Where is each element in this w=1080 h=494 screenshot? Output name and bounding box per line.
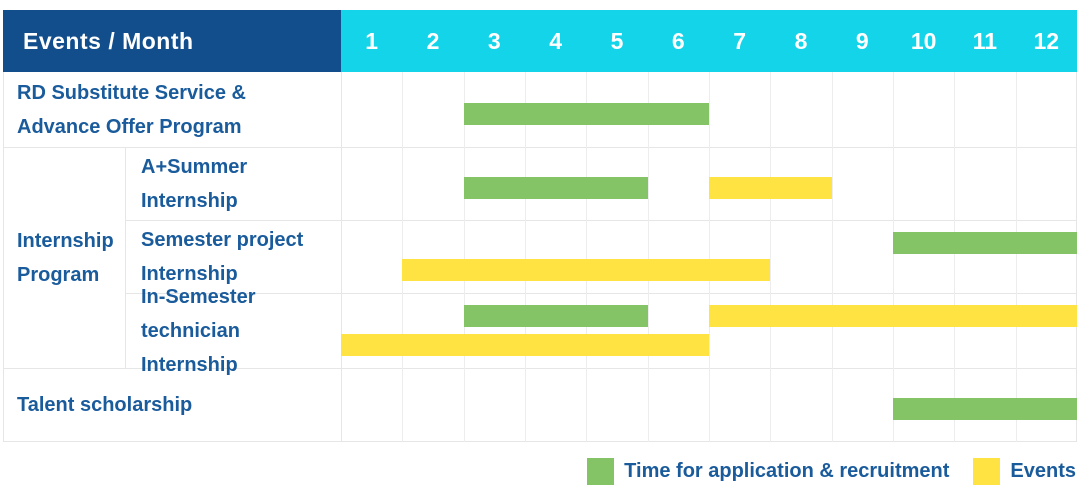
gantt-bar-events-row3-1: [402, 259, 771, 281]
group-label-line: Internship: [17, 229, 114, 252]
month-header-8: 8: [794, 27, 808, 54]
month-grid-line-4: [586, 72, 588, 442]
label-month-divider: [341, 72, 342, 442]
row-label-line: Semester project: [141, 228, 304, 251]
group-label-internship-program: Internship Program: [3, 147, 125, 368]
month-grid-line-11: [1015, 72, 1017, 442]
group-label-line: Program: [17, 263, 100, 286]
gantt-bar-events-row4-2: [341, 334, 709, 356]
month-header-3: 3: [487, 27, 501, 54]
row-divider-1: [3, 147, 1077, 148]
gantt-chart: Events / Month 1 2 3 4 5 6 7 8 9 10 11 12 RD Substi…: [3, 10, 1077, 442]
row-label-in-semester-technician-internship: In-Semester technician Internship: [125, 286, 341, 376]
month-header-5: 5: [610, 27, 624, 54]
month-header-10: 10: [910, 27, 937, 54]
row-label-line: RD Substitute Service &: [17, 81, 246, 104]
month-grid-line-5: [647, 72, 649, 442]
row-label-rd-substitute: RD Substitute Service & Advance Offer Pr…: [3, 72, 341, 147]
gantt-bar-application-row5-0: [893, 398, 1077, 420]
group-column-divider: [125, 147, 126, 368]
row-label-line: Internship: [141, 189, 238, 212]
month-grid-line-6: [709, 72, 710, 442]
month-grid-line-8: [831, 72, 833, 442]
gantt-bar-events-row4-1: [709, 305, 1077, 327]
gantt-bar-application-row3-0: [893, 232, 1077, 254]
row-label-a-summer-internship: A+Summer Internship: [125, 147, 341, 220]
row-divider-3: [125, 293, 1077, 294]
row-label-line: A+Summer: [141, 155, 248, 178]
gantt-bar-application-row4-0: [463, 305, 648, 327]
row-divider-4: [3, 368, 1077, 369]
table-border-bottom: [3, 441, 1077, 442]
month-grid-line-10: [954, 72, 956, 442]
row-label-line: technician Internship: [141, 319, 240, 376]
month-header-2: 2: [426, 27, 440, 54]
month-header-6: 6: [671, 27, 685, 54]
month-grid-line-1: [402, 72, 404, 442]
legend-label-events: Events: [1010, 459, 1076, 482]
row-label-line: In-Semester: [141, 285, 256, 308]
month-header-row: 1 2 3 4 5 6 7 8 9 10 11 12: [341, 10, 1077, 72]
month-header-1: 1: [365, 27, 379, 54]
legend-swatch-events-icon: [973, 457, 1001, 485]
month-grid-line-2: [463, 72, 465, 442]
month-header-11: 11: [972, 27, 998, 54]
row-divider-2: [125, 220, 1077, 221]
row-label-line: Advance Offer Program: [17, 115, 242, 138]
legend-label-application: Time for application & recruitment: [624, 459, 950, 482]
corner-header-cell: Events / Month: [3, 10, 341, 72]
month-header-12: 12: [1033, 27, 1060, 54]
row-label-line: Internship: [141, 262, 238, 285]
month-header-4: 4: [549, 27, 563, 54]
table-border-right: [1076, 72, 1077, 442]
month-grid-line-7: [770, 72, 772, 442]
gantt-bar-application-row1-0: [463, 103, 709, 125]
row-label-talent-scholarship: Talent scholarship: [3, 368, 341, 442]
legend-swatch-application-icon: [587, 457, 615, 485]
month-header-9: 9: [855, 27, 869, 54]
row-label-line: Talent scholarship: [17, 394, 193, 416]
gantt-bar-application-row2-0: [463, 177, 648, 199]
gantt-bar-events-row2-1: [709, 177, 832, 199]
chart-legend: Time for application & recruitment Event…: [587, 456, 1076, 486]
corner-header-label: Events / Month: [23, 27, 194, 54]
table-border-left: [3, 72, 4, 442]
month-grid-line-3: [525, 72, 526, 442]
month-header-7: 7: [733, 27, 747, 54]
month-grid-line-9: [893, 72, 894, 442]
row-label-semester-project-internship: Semester project Internship: [125, 220, 341, 293]
